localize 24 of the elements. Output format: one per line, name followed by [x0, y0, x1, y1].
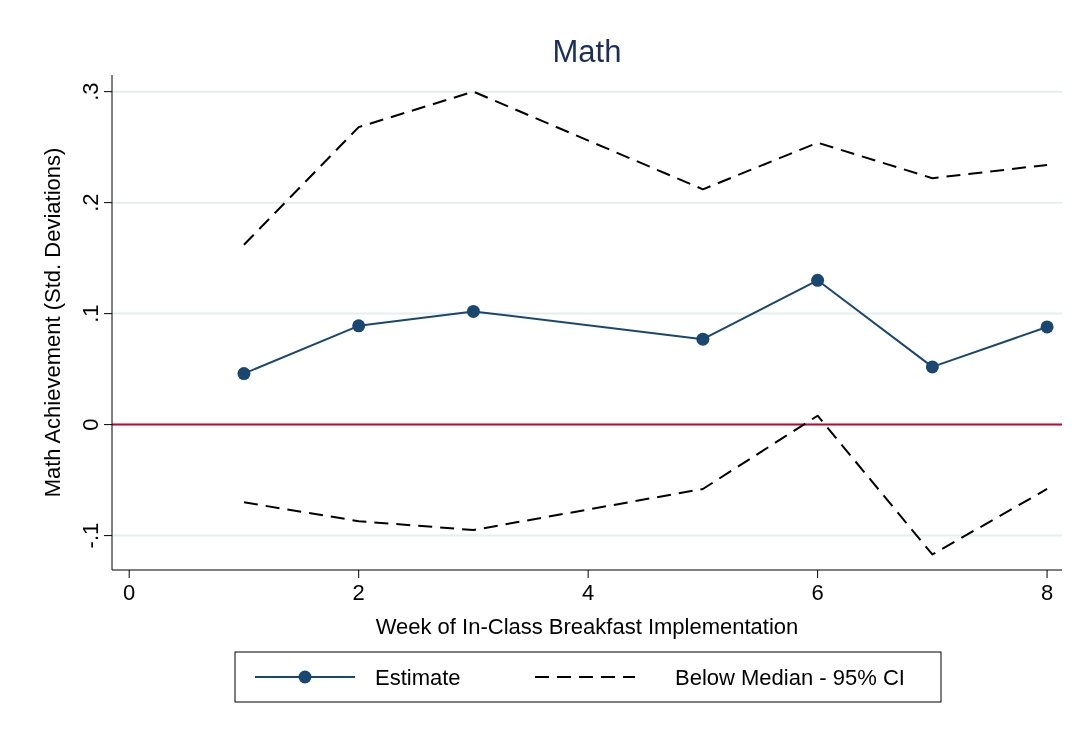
point — [237, 367, 251, 381]
y-axis-title: Math Achievement (Std. Deviations) — [40, 147, 65, 498]
point — [811, 273, 825, 287]
legend-label: Below Median - 95% CI — [675, 665, 905, 690]
point — [466, 304, 480, 318]
point — [696, 332, 710, 346]
line-series — [242, 90, 1049, 246]
y-tick-label: .1 — [78, 304, 103, 323]
y-tick-label: .2 — [78, 193, 103, 212]
y-tick-label: 0 — [78, 418, 103, 431]
y-tick-label: .3 — [78, 82, 103, 101]
y-tick-label: -.1 — [78, 522, 103, 549]
point — [352, 319, 366, 333]
x-tick-label: 2 — [352, 580, 365, 605]
point — [925, 360, 939, 374]
point — [1040, 320, 1054, 334]
x-tick-label: 4 — [582, 580, 595, 605]
legend-label: Estimate — [375, 665, 461, 690]
chart-title: Math — [552, 34, 622, 69]
x-tick-label: 0 — [123, 580, 136, 605]
x-tick-label: 6 — [811, 580, 824, 605]
x-tick-label: 8 — [1040, 580, 1054, 605]
x-axis-title: Week of In-Class Breakfast Implementation — [375, 614, 799, 639]
line-series — [242, 414, 1049, 556]
